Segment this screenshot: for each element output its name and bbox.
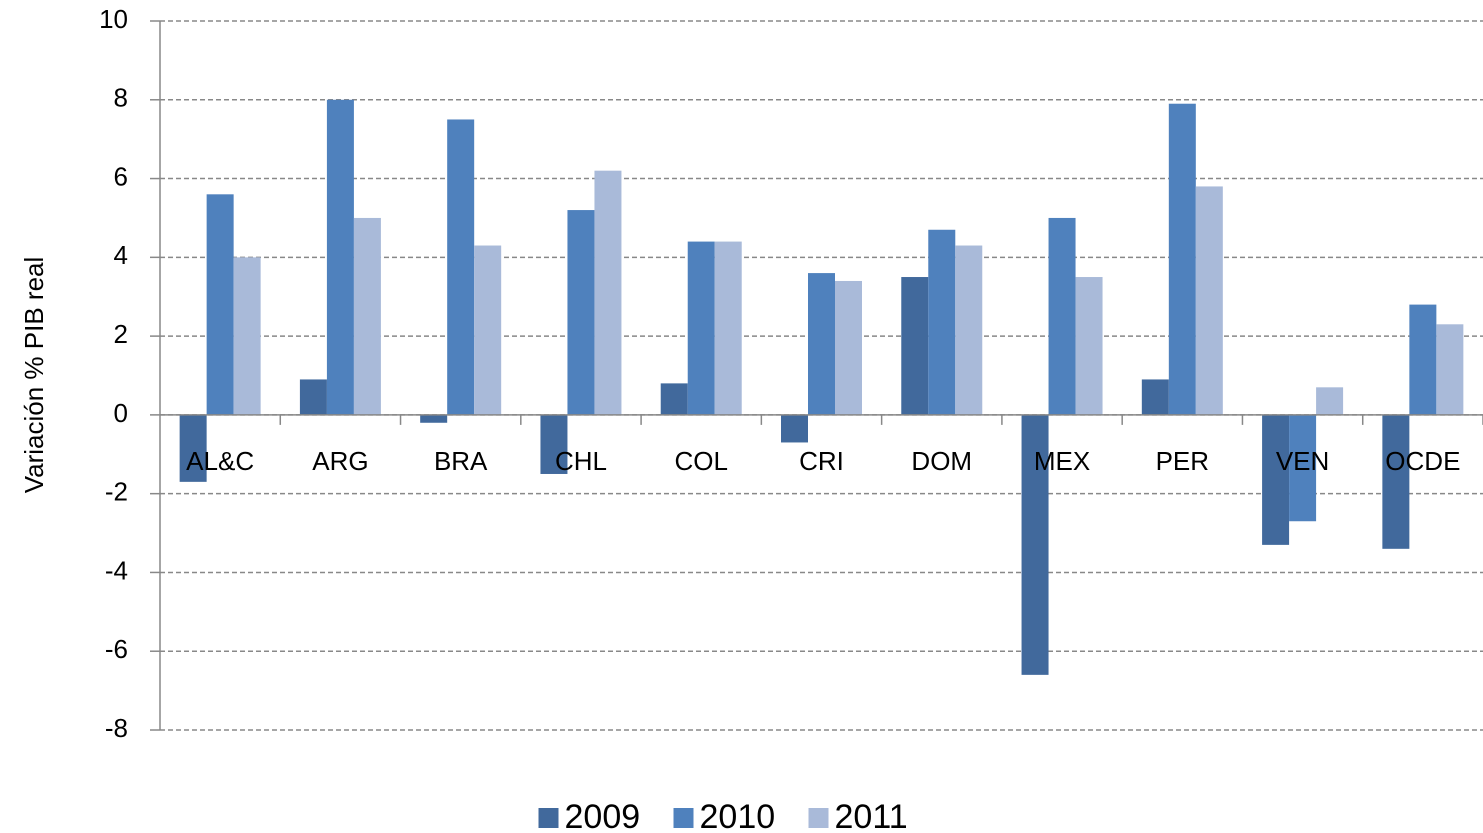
y-axis-label: Variación % PIB real: [19, 257, 49, 494]
bar: [660, 383, 688, 415]
bar: [1195, 186, 1223, 415]
bar: [955, 245, 983, 415]
y-tick-label: 2: [114, 319, 128, 349]
legend-label: 2009: [565, 798, 641, 833]
bar: [1409, 304, 1437, 415]
x-tick-label: OCDE: [1385, 446, 1460, 476]
bar: [687, 241, 715, 415]
x-tick-label: VEN: [1276, 446, 1329, 476]
bar: [928, 229, 956, 415]
bar: [326, 99, 354, 415]
y-tick-label: -2: [105, 477, 128, 507]
x-tick-label: AL&C: [186, 446, 254, 476]
y-tick-label: 6: [114, 161, 128, 191]
bar: [1289, 414, 1317, 522]
x-tick-label: CHL: [555, 446, 607, 476]
bar: [206, 194, 234, 415]
bar: [540, 414, 568, 474]
y-tick-label: -8: [105, 713, 128, 743]
bar: [420, 414, 448, 423]
x-tick-label: ARG: [312, 446, 368, 476]
y-tick-label: 0: [114, 398, 128, 428]
bar: [447, 119, 475, 415]
legend-label: 2010: [700, 798, 776, 833]
bar: [808, 273, 835, 415]
bar: [233, 257, 261, 415]
x-tick-label: PER: [1156, 446, 1209, 476]
bar: [835, 280, 862, 415]
bar: [594, 170, 622, 415]
bar: [1316, 387, 1344, 415]
bar: [1141, 379, 1169, 415]
bar: [714, 241, 742, 415]
y-tick-label: -6: [105, 634, 128, 664]
y-tick-label: 10: [99, 4, 128, 34]
bar: [353, 217, 381, 415]
bar: [1382, 414, 1410, 549]
legend-label: 2011: [835, 798, 908, 833]
bar: [299, 379, 327, 415]
bar: [567, 210, 595, 415]
y-tick-label: 8: [114, 83, 128, 113]
y-tick-label: 4: [114, 240, 128, 270]
bar: [1168, 103, 1196, 415]
bar: [901, 277, 929, 415]
x-tick-label: BRA: [434, 446, 488, 476]
bar: [1075, 277, 1103, 415]
bar: [1021, 414, 1049, 675]
legend-swatch: [673, 808, 694, 828]
bar: [1262, 414, 1290, 545]
bar: [474, 245, 502, 415]
x-tick-label: DOM: [911, 446, 972, 476]
y-tick-label: -4: [105, 555, 128, 585]
bar: [179, 414, 207, 482]
x-tick-label: MEX: [1034, 446, 1090, 476]
bar: [1436, 324, 1464, 415]
bar: [1048, 217, 1076, 415]
x-tick-label: CRI: [799, 446, 844, 476]
x-tick-label: COL: [674, 446, 727, 476]
bar: [781, 414, 808, 443]
legend-swatch: [538, 808, 559, 828]
legend-swatch: [808, 808, 829, 828]
